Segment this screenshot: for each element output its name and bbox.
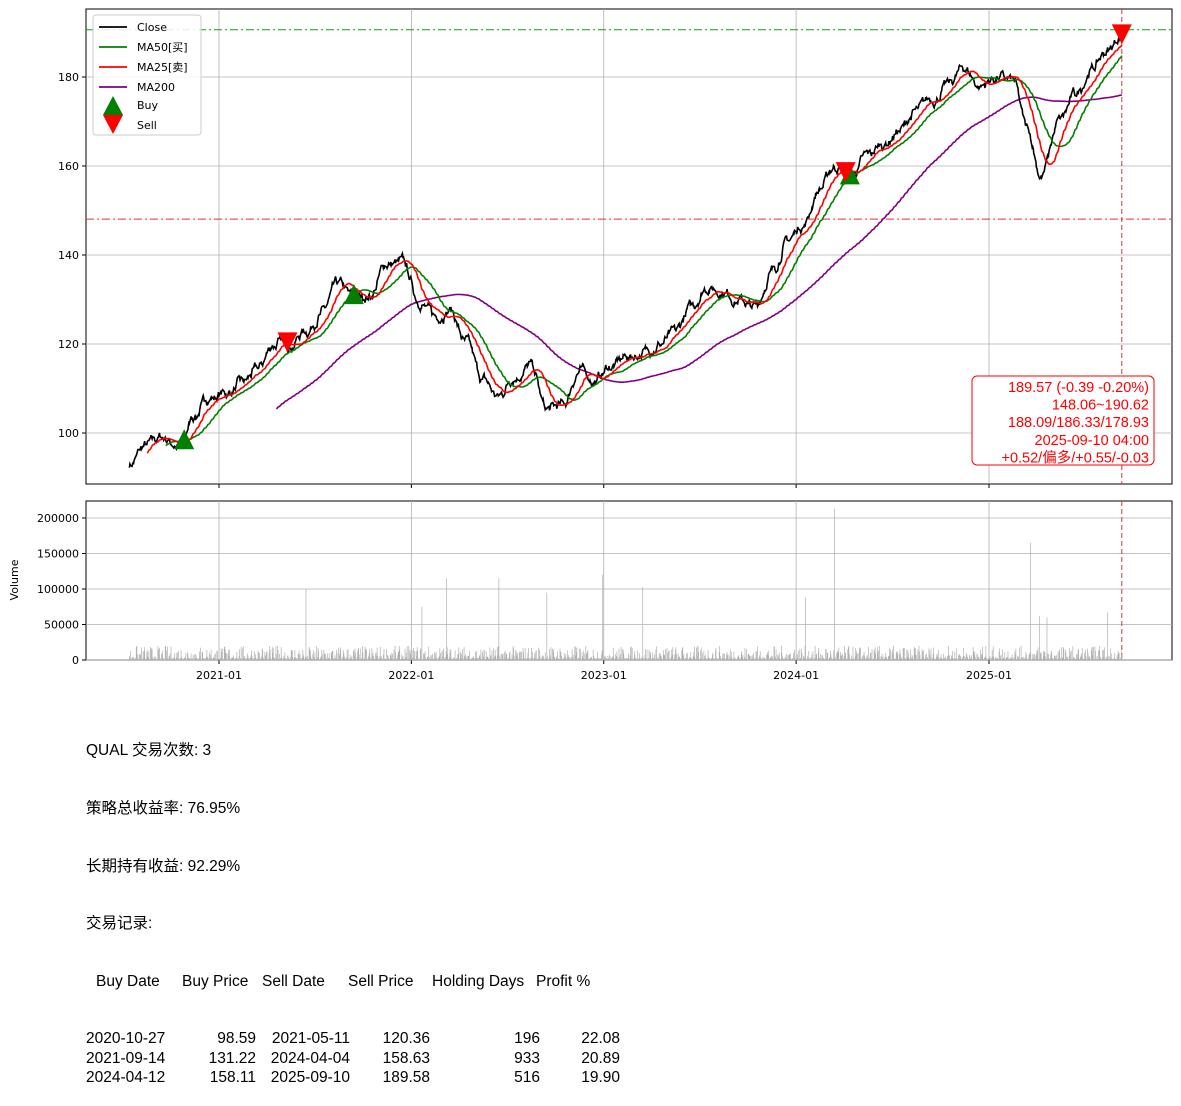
annotation-line: +0.52/偏多/+0.55/-0.03 bbox=[1001, 449, 1149, 466]
trade-table-header: Buy Date Buy Price Sell Date Sell Price … bbox=[86, 972, 620, 991]
buy-hold-return: 长期持有收益: 92.29% bbox=[86, 857, 241, 875]
trade-cell: 22.08 bbox=[581, 1030, 620, 1048]
volume-y-tick-label: 100000 bbox=[37, 583, 79, 596]
trade-cell: 2021-05-11 bbox=[271, 1030, 350, 1048]
annotation-line: 2025-09-10 04:00 bbox=[1035, 433, 1150, 449]
trade-count: QUAL 交易次数: 3 bbox=[86, 742, 212, 760]
price-y-tick-label: 160 bbox=[58, 160, 79, 173]
header-buy-date: Buy Date bbox=[96, 972, 160, 990]
annotation-line: 189.57 (-0.39 -0.20%) bbox=[1008, 380, 1149, 396]
buy-marker bbox=[174, 429, 195, 450]
annotation-line: 188.09/186.33/178.93 bbox=[1008, 415, 1149, 431]
legend-label: MA50[买] bbox=[137, 41, 188, 54]
volume-axis-label: Volume bbox=[8, 559, 21, 600]
price-y-tick-label: 120 bbox=[58, 338, 79, 351]
trade-cell: 20.89 bbox=[581, 1049, 620, 1067]
ma50-line bbox=[165, 55, 1123, 447]
trade-cell: 120.36 bbox=[382, 1030, 430, 1048]
volume-y-tick-label: 200000 bbox=[37, 512, 79, 525]
sell-marker bbox=[1111, 24, 1132, 45]
x-tick-label: 2024-01 bbox=[773, 669, 819, 682]
trade-cell: 19.90 bbox=[581, 1068, 620, 1086]
trade-cell: 131.22 bbox=[208, 1049, 256, 1067]
legend-buy-marker bbox=[103, 96, 123, 115]
price-y-tick-label: 140 bbox=[58, 249, 79, 262]
header-profit: Profit % bbox=[536, 972, 591, 990]
trade-cell: 158.11 bbox=[209, 1068, 256, 1086]
ma25-line bbox=[146, 44, 1123, 454]
header-holding-days: Holding Days bbox=[432, 972, 525, 990]
header-sell-date: Sell Date bbox=[262, 972, 325, 990]
legend-box bbox=[92, 14, 202, 136]
volume-panel-frame bbox=[85, 500, 1173, 661]
sell-marker bbox=[835, 162, 856, 183]
trade-cell: 189.58 bbox=[382, 1068, 430, 1086]
x-tick-label: 2022-01 bbox=[388, 669, 434, 682]
volume-y-tick-label: 0 bbox=[72, 654, 79, 667]
header-buy-price: Buy Price bbox=[182, 972, 249, 990]
trade-cell: 933 bbox=[514, 1049, 540, 1067]
stock-chart: 2021-01 2022-01 2023-01 2024-01 2025-01 100 12… bbox=[8, 8, 1173, 682]
price-panel-frame bbox=[85, 8, 1173, 485]
price-annotation: 189.57 (-0.39 -0.20%) 148.06~190.62188.09… bbox=[971, 375, 1155, 466]
trade-records-label: 交易记录: bbox=[86, 915, 153, 933]
close-line bbox=[128, 33, 1122, 468]
header-sell-price: Sell Price bbox=[348, 972, 414, 990]
volume-y-tick-label: 150000 bbox=[37, 548, 79, 561]
x-tick-label: 2025-01 bbox=[966, 669, 1012, 682]
annotation-line: 148.06~190.62 bbox=[1052, 398, 1149, 414]
trade-row: 2024-04-12 158.11 2025-09-10 189.58 516 19.90 bbox=[86, 1068, 620, 1087]
x-tick-label: 2021-01 bbox=[196, 669, 242, 682]
annotation-box bbox=[971, 375, 1155, 466]
trade-row: 2021-09-14 131.22 2024-04-04 158.63 933 20.89 bbox=[86, 1049, 620, 1068]
trade-row: 2020-10-27 98.59 2021-05-11 120.36 196 22.08 bbox=[86, 1029, 620, 1048]
sell-marker bbox=[277, 332, 298, 353]
legend: Close MA50[买] MA25[卖] MA200 Buy Sell bbox=[92, 14, 202, 136]
trade-cell: 516 bbox=[514, 1068, 540, 1086]
trade-cell: 98.59 bbox=[217, 1030, 256, 1048]
legend-label: Buy bbox=[137, 99, 159, 112]
price-y-tick-label: 100 bbox=[58, 427, 79, 440]
x-tick-label: 2023-01 bbox=[581, 669, 627, 682]
trade-cell: 2024-04-04 bbox=[270, 1049, 350, 1067]
price-y-tick-label: 180 bbox=[58, 71, 79, 84]
strategy-return: 策略总收益率: 76.95% bbox=[86, 800, 241, 818]
trade-cell: 196 bbox=[514, 1030, 540, 1048]
ma200-line bbox=[275, 94, 1123, 410]
trade-cell: 2021-09-14 bbox=[86, 1049, 166, 1067]
trade-summary: QUAL 交易次数: 3 策略总收益率: 76.95% 长期持有收益: 92.2… bbox=[86, 703, 620, 1106]
trade-cell: 158.63 bbox=[382, 1049, 430, 1067]
trade-cell: 2025-09-10 bbox=[270, 1068, 350, 1086]
legend-label: Close bbox=[137, 21, 167, 34]
trade-cell: 2020-10-27 bbox=[86, 1030, 166, 1048]
legend-label: MA25[卖] bbox=[137, 61, 188, 74]
volume-y-tick-label: 50000 bbox=[44, 619, 79, 632]
legend-label: Sell bbox=[137, 119, 157, 132]
trade-cell: 2024-04-12 bbox=[86, 1068, 166, 1086]
legend-label: MA200 bbox=[137, 81, 175, 94]
buy-marker bbox=[343, 284, 364, 305]
legend-sell-marker bbox=[103, 115, 123, 134]
